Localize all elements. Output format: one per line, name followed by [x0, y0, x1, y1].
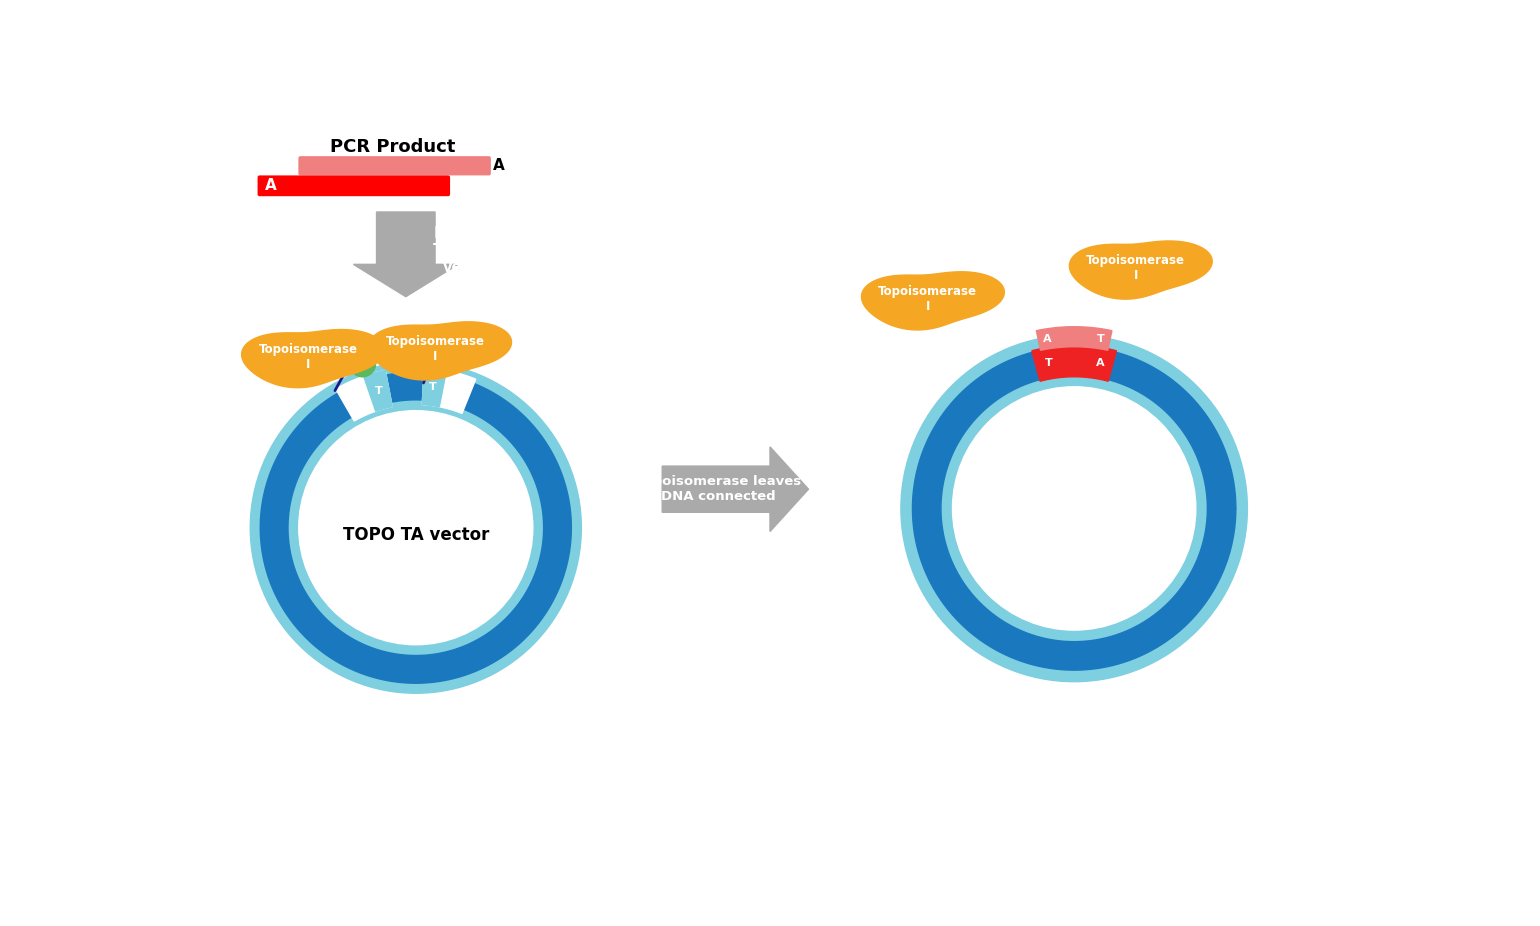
Text: A: A: [1043, 334, 1052, 344]
Text: TOPO TA vector: TOPO TA vector: [342, 526, 490, 544]
Text: T: T: [376, 386, 383, 395]
Text: A: A: [493, 158, 505, 173]
Text: Topoisomerase
I: Topoisomerase I: [878, 285, 978, 313]
Circle shape: [952, 387, 1197, 630]
Polygon shape: [662, 447, 809, 532]
Circle shape: [901, 335, 1247, 682]
Polygon shape: [353, 212, 457, 296]
Polygon shape: [422, 368, 476, 414]
Text: T: T: [1096, 334, 1104, 344]
Text: Topoisomerase leaves
DNA connected: Topoisomerase leaves DNA connected: [636, 475, 801, 503]
Polygon shape: [913, 346, 1235, 670]
Text: A: A: [1095, 358, 1104, 369]
Circle shape: [350, 351, 376, 377]
Text: Topoisomerase
I: Topoisomerase I: [1086, 255, 1186, 282]
Text: Mix with
TOPO TA
vector: Mix with TOPO TA vector: [433, 226, 505, 275]
Circle shape: [249, 362, 581, 694]
Polygon shape: [368, 322, 511, 380]
Circle shape: [430, 344, 456, 370]
Text: T: T: [430, 382, 437, 392]
Polygon shape: [861, 271, 1004, 330]
Polygon shape: [242, 330, 385, 388]
Polygon shape: [260, 372, 571, 683]
Polygon shape: [363, 370, 393, 411]
Text: Topoisomerase
I: Topoisomerase I: [259, 343, 357, 370]
FancyBboxPatch shape: [299, 156, 491, 175]
Text: Topoisomerase
I: Topoisomerase I: [385, 335, 485, 363]
FancyBboxPatch shape: [257, 175, 450, 196]
Polygon shape: [336, 370, 393, 421]
Polygon shape: [1069, 241, 1212, 299]
Circle shape: [299, 410, 533, 644]
Text: P: P: [359, 358, 367, 369]
Polygon shape: [1036, 327, 1112, 350]
Polygon shape: [1032, 345, 1116, 382]
Polygon shape: [422, 368, 447, 407]
Text: PCR Product: PCR Product: [330, 138, 456, 156]
Text: P: P: [439, 352, 447, 362]
Text: A: A: [265, 179, 277, 194]
Text: T: T: [1044, 358, 1052, 369]
